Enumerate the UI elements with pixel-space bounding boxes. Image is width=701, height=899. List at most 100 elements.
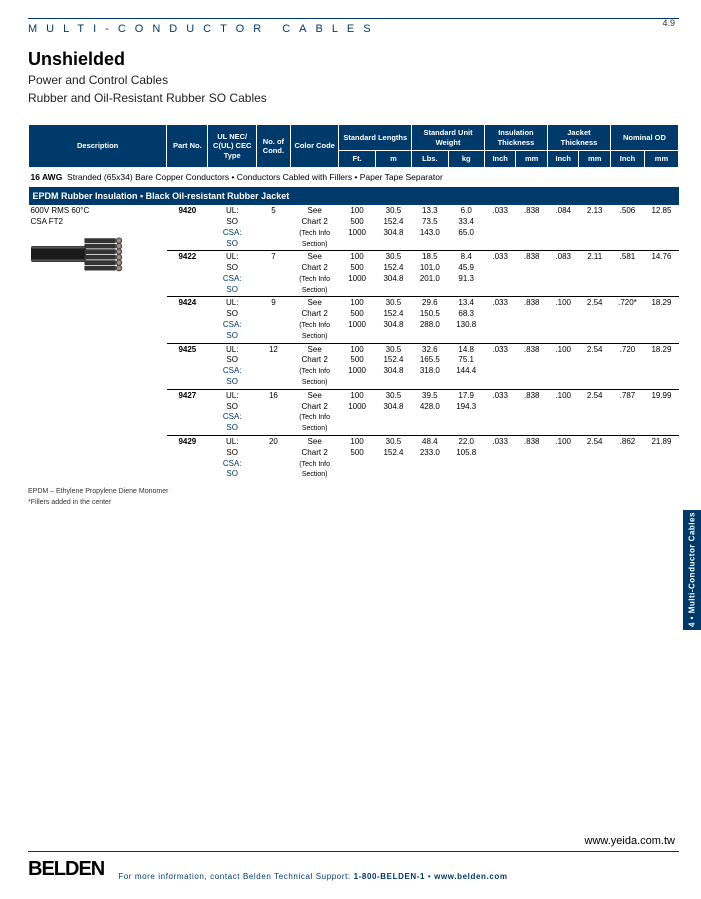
num-conductors: 7 <box>256 251 290 297</box>
ins-inch: .033 <box>484 205 516 251</box>
length-m: 30.5152.4304.8 <box>375 205 411 251</box>
footer-text: For more information, contact Belden Tec… <box>118 872 507 881</box>
length-ft: 1005001000 <box>339 205 375 251</box>
subtitle-1: Power and Control Cables <box>28 72 679 88</box>
od-inch: .581 <box>610 251 644 297</box>
col-jkt-mm: mm <box>579 151 611 167</box>
ins-mm: .838 <box>516 389 548 435</box>
col-lbs: Lbs. <box>412 151 448 167</box>
col-m: m <box>375 151 411 167</box>
jkt-mm: 2.54 <box>579 389 611 435</box>
col-od-mm: mm <box>644 151 678 167</box>
color-code: SeeChart 2(Tech InfoSection) <box>290 343 339 389</box>
num-conductors: 12 <box>256 343 290 389</box>
color-code: SeeChart 2(Tech InfoSection) <box>290 389 339 435</box>
weight-lbs: 29.6150.5288.0 <box>412 297 448 343</box>
jkt-inch: .100 <box>547 297 579 343</box>
od-inch: .862 <box>610 436 644 482</box>
length-ft: 1005001000 <box>339 251 375 297</box>
weight-kg: 6.033.465.0 <box>448 205 484 251</box>
ins-mm: .838 <box>516 297 548 343</box>
col-partno: Part No. <box>167 125 208 167</box>
ins-inch: .033 <box>484 251 516 297</box>
weight-kg: 8.445.991.3 <box>448 251 484 297</box>
weight-kg: 13.468.3130.8 <box>448 297 484 343</box>
ins-mm: .838 <box>516 205 548 251</box>
od-mm: 18.29 <box>644 297 678 343</box>
jkt-inch: .100 <box>547 343 579 389</box>
col-stdlen: Standard Lengths <box>339 125 412 151</box>
weight-kg: 14.875.1144.4 <box>448 343 484 389</box>
length-m: 30.5304.8 <box>375 389 411 435</box>
ins-inch: .033 <box>484 297 516 343</box>
col-description: Description <box>29 125 167 167</box>
ins-inch: .033 <box>484 389 516 435</box>
cable-icon <box>31 232 141 276</box>
weight-lbs: 32.6165.5318.0 <box>412 343 448 389</box>
col-ins: Insulation Thickness <box>484 125 547 151</box>
subtitle-2: Rubber and Oil-Resistant Rubber SO Cable… <box>28 90 679 106</box>
weight-lbs: 13.373.5143.0 <box>412 205 448 251</box>
footnote-fillers: *Fillers added in the center <box>28 498 679 509</box>
col-ins-mm: mm <box>516 151 548 167</box>
num-conductors: 5 <box>256 205 290 251</box>
num-conductors: 9 <box>256 297 290 343</box>
section-tab: 4 • Multi-Conductor Cables <box>683 510 701 630</box>
length-ft: 1001000 <box>339 389 375 435</box>
col-ultype: UL NEC/ C(UL) CEC Type <box>208 125 257 167</box>
ins-mm: .838 <box>516 343 548 389</box>
belden-logo: BELDEN <box>28 858 104 881</box>
page-title: Unshielded <box>28 49 679 70</box>
page-footer: BELDEN For more information, contact Bel… <box>28 851 679 881</box>
jkt-mm: 2.54 <box>579 436 611 482</box>
jkt-inch: .100 <box>547 389 579 435</box>
part-number: 9420 <box>167 205 208 251</box>
ul-csa-type: UL:SOCSA:SO <box>208 251 257 297</box>
length-m: 30.5152.4304.8 <box>375 297 411 343</box>
length-m: 30.5152.4304.8 <box>375 343 411 389</box>
part-number: 9429 <box>167 436 208 482</box>
page-number: 4.9 <box>662 18 675 28</box>
footnote-epdm: EPDM – Ethylene Propylene Diene Monomer <box>28 487 679 498</box>
od-inch: .787 <box>610 389 644 435</box>
band-row: EPDM Rubber Insulation • Black Oil-resis… <box>29 187 679 205</box>
color-code: SeeChart 2(Tech InfoSection) <box>290 251 339 297</box>
jkt-inch: .083 <box>547 251 579 297</box>
table-row: 600V RMS 60°CCSA FT29420UL:SOCSA:SO5SeeC… <box>29 205 679 251</box>
ins-inch: .033 <box>484 343 516 389</box>
weight-kg: 22.0105.8 <box>448 436 484 482</box>
ins-inch: .033 <box>484 436 516 482</box>
length-ft: 100500 <box>339 436 375 482</box>
weight-lbs: 48.4233.0 <box>412 436 448 482</box>
ul-csa-type: UL:SOCSA:SO <box>208 297 257 343</box>
jkt-inch: .084 <box>547 205 579 251</box>
spec-table: Description Part No. UL NEC/ C(UL) CEC T… <box>28 124 679 481</box>
col-color: Color Code <box>290 125 339 167</box>
jkt-mm: 2.54 <box>579 297 611 343</box>
jkt-mm: 2.13 <box>579 205 611 251</box>
color-code: SeeChart 2(Tech InfoSection) <box>290 436 339 482</box>
od-mm: 12.85 <box>644 205 678 251</box>
col-kg: kg <box>448 151 484 167</box>
length-m: 30.5152.4304.8 <box>375 251 411 297</box>
part-number: 9425 <box>167 343 208 389</box>
part-number: 9427 <box>167 389 208 435</box>
color-code: SeeChart 2(Tech InfoSection) <box>290 297 339 343</box>
od-inch: .720 <box>610 343 644 389</box>
awg-row: 16 AWG Stranded (65x34) Bare Copper Cond… <box>29 167 679 187</box>
col-ft: Ft. <box>339 151 375 167</box>
row-description: 600V RMS 60°CCSA FT2 <box>29 205 167 481</box>
jkt-inch: .100 <box>547 436 579 482</box>
color-code: SeeChart 2(Tech InfoSection) <box>290 205 339 251</box>
col-stdwt: Standard Unit Weight <box>412 125 485 151</box>
col-jkt: Jacket Thickness <box>547 125 610 151</box>
weight-kg: 17.9194.3 <box>448 389 484 435</box>
ins-mm: .838 <box>516 251 548 297</box>
watermark-url: www.yeida.com.tw <box>585 835 675 847</box>
jkt-mm: 2.54 <box>579 343 611 389</box>
ul-csa-type: UL:SOCSA:SO <box>208 205 257 251</box>
col-cond: No. of Cond. <box>256 125 290 167</box>
ul-csa-type: UL:SOCSA:SO <box>208 343 257 389</box>
od-mm: 21.89 <box>644 436 678 482</box>
weight-lbs: 39.5428.0 <box>412 389 448 435</box>
